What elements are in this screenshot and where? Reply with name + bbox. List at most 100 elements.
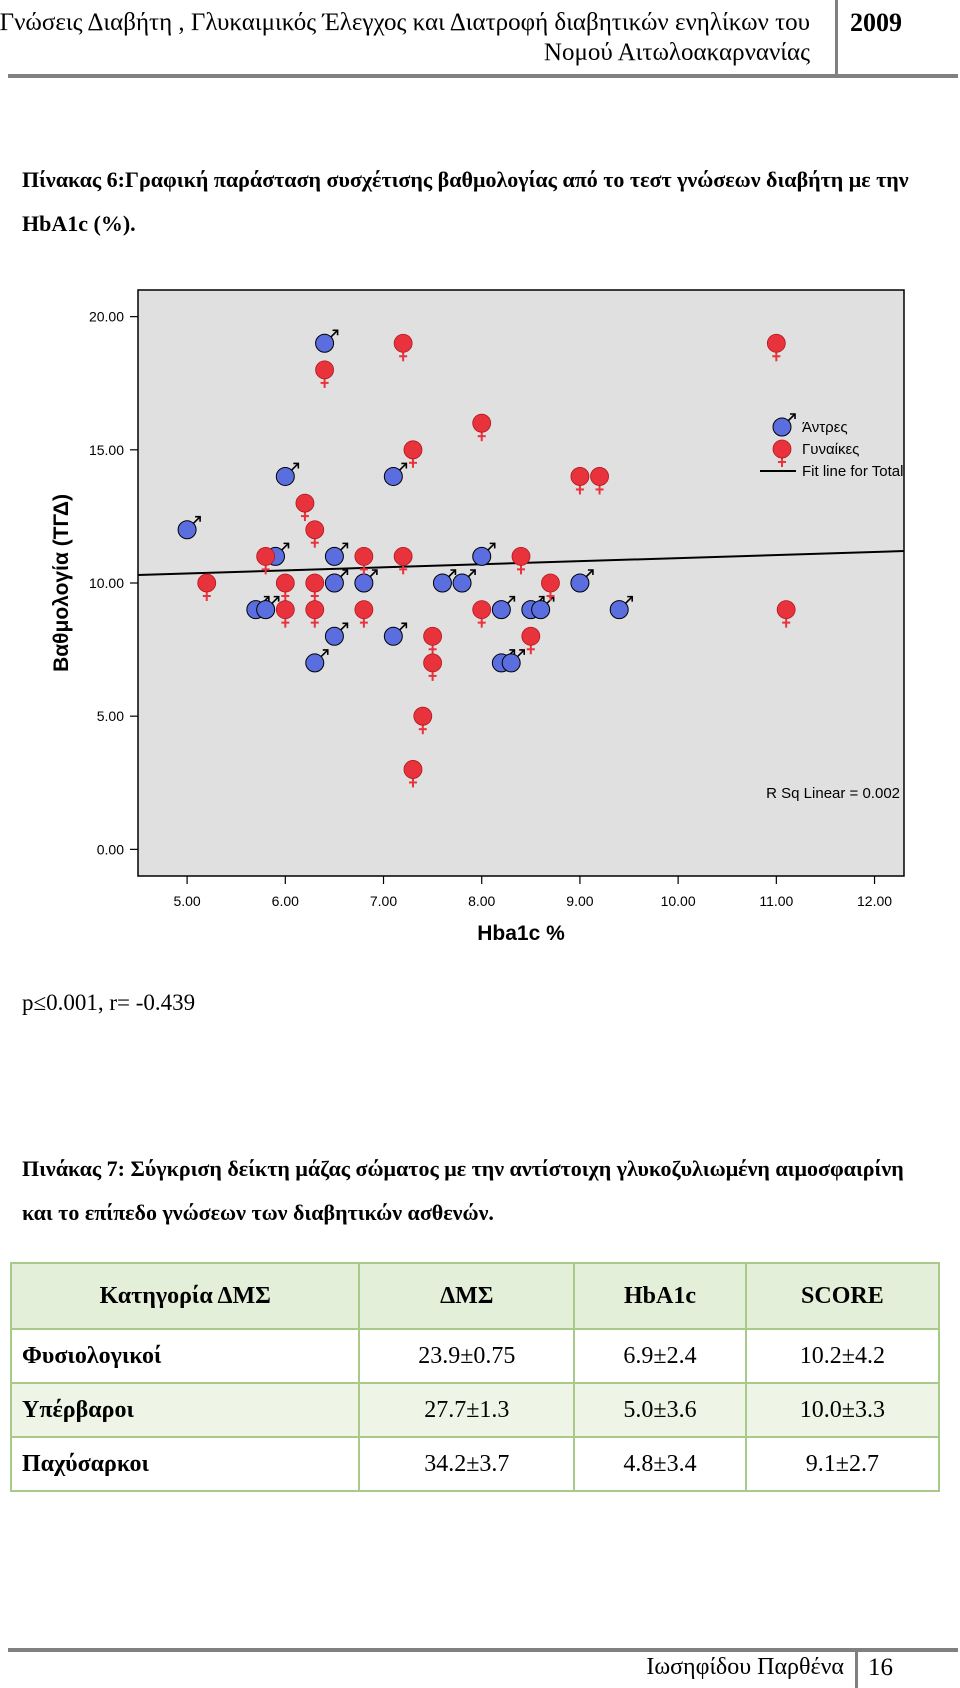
plot-area [137,289,905,877]
male-point [305,649,329,673]
scatter-chart: 0.00 5.00 10.00 15.00 20.00 5.00 6.00 7.00 8.00… [50,289,905,945]
female-point [305,573,325,601]
header-rule [8,74,958,78]
male-point [324,569,349,593]
male-point [256,595,280,620]
header-hba1c: HbA1c [573,1262,747,1330]
legend-label: Άντρες [802,419,848,436]
y-axis: 0.00 5.00 10.00 15.00 20.00 [89,309,138,857]
cell-bmi: 23.9±0.75 [358,1328,576,1384]
male-point [324,622,349,646]
male-point [452,569,476,593]
male-point [501,649,525,673]
female-point [354,600,374,628]
female-point [590,467,609,495]
x-tick-label: 11.00 [759,893,793,909]
male-point [383,622,408,646]
female-point [305,520,325,548]
x-tick-label: 10.00 [661,893,696,909]
cell-hba1c: 5.0±3.6 [573,1382,747,1438]
table-header-row: Κατηγορία ΔΜΣ ΔΜΣ HbA1c SCORE [9,1262,941,1330]
page-header: Γνώσεις Διαβήτη , Γλυκαιμικός Έλεγχος κα… [0,0,958,80]
page-number: 16 [868,1654,893,1681]
x-tick-label: 6.00 [272,893,299,909]
data-points [177,329,796,788]
female-point [256,546,276,575]
female-point [295,493,315,522]
female-point [413,706,433,735]
male-point [177,515,201,540]
chart-legend: Άντρες Γυναίκες Fit line for Total [760,413,903,480]
cell-hba1c: 6.9±2.4 [573,1328,747,1384]
x-axis: 5.00 6.00 7.00 8.00 9.00 10.00 11.00 12.00 [173,876,892,909]
male-point [491,595,516,620]
female-point [393,546,413,575]
female-point [766,333,786,362]
y-tick-label: 15.00 [89,442,124,458]
female-point [403,760,423,788]
table-row: Παχύσαρκοι 34.2±3.7 4.8±3.4 9.1±2.7 [9,1436,941,1492]
legend-marker [772,413,796,437]
male-point [354,569,378,593]
row-label: Υπέρβαροι [9,1382,361,1438]
x-tick-label: 7.00 [370,893,397,909]
x-tick-label: 8.00 [468,893,495,909]
female-point [197,573,217,601]
female-point [511,546,531,575]
male-point [315,329,339,353]
male-point [570,569,594,593]
table6-caption: Πίνακας 6:Γραφική παράσταση συσχέτισης β… [22,167,909,236]
x-tick-label: 12.00 [857,893,892,909]
bmi-comparison-table: Κατηγορία ΔΜΣ ΔΜΣ HbA1c SCORE Φυσιολογικ… [9,1262,941,1492]
cell-score: 10.0±3.3 [744,1382,941,1438]
y-axis-label: Βαθμολογία (ΤΓΔ) [50,494,73,672]
x-tick-label: 5.00 [173,893,200,909]
female-point [472,413,492,442]
male-point [324,542,349,566]
header-score: SCORE [744,1262,941,1330]
female-point [275,573,295,601]
female-point [354,546,374,575]
cell-hba1c: 4.8±3.4 [573,1436,747,1492]
footer-rule [8,1648,958,1652]
header-title: Γνώσεις Διαβήτη , Γλυκαιμικός Έλεγχος κα… [0,9,810,66]
x-tick-label: 9.00 [566,893,593,909]
female-point [305,600,325,628]
row-label: Φυσιολογικοί [9,1328,361,1384]
footer-author: Ιωσηφίδου Παρθένα [646,1654,844,1680]
y-tick-label: 0.00 [97,841,124,857]
female-point [403,440,423,468]
female-point [423,653,443,681]
footer-divider [855,1650,858,1688]
legend-label: Γυναίκες [802,441,859,458]
male-point [275,462,300,486]
correlation-stat: p≤0.001, r= -0.439 [22,990,196,1015]
cell-score: 9.1±2.7 [744,1436,941,1492]
header-divider [835,0,838,78]
female-point [275,600,295,628]
table7-caption: Πινάκας 7: Σύγκριση δείκτη μάζας σώματος… [22,1156,904,1225]
female-point [776,600,796,628]
legend-marker [772,439,792,467]
female-point [315,360,334,388]
y-tick-label: 20.00 [89,309,124,325]
table-row: Φυσιολογικοί 23.9±0.75 6.9±2.4 10.2±4.2 [9,1328,941,1384]
male-point [432,569,457,593]
x-axis-label: Hba1c % [477,922,565,945]
cell-bmi: 27.7±1.3 [358,1382,576,1438]
female-point [472,600,492,628]
female-point [521,626,541,655]
y-tick-label: 10.00 [89,575,124,591]
y-tick-label: 5.00 [97,708,124,724]
header-bmi: ΔΜΣ [358,1262,576,1330]
legend-label: Fit line for Total [802,463,903,480]
male-point [383,462,408,486]
female-point [393,333,413,362]
header-bmi-category: Κατηγορία ΔΜΣ [9,1262,361,1330]
female-point [541,573,560,601]
table-row: Υπέρβαροι 27.7±1.3 5.0±3.6 10.0±3.3 [9,1382,941,1438]
header-year: 2009 [850,8,902,37]
r-squared-annotation: R Sq Linear = 0.002 [766,785,900,802]
row-label: Παχύσαρκοι [9,1436,361,1492]
male-point [472,542,496,566]
